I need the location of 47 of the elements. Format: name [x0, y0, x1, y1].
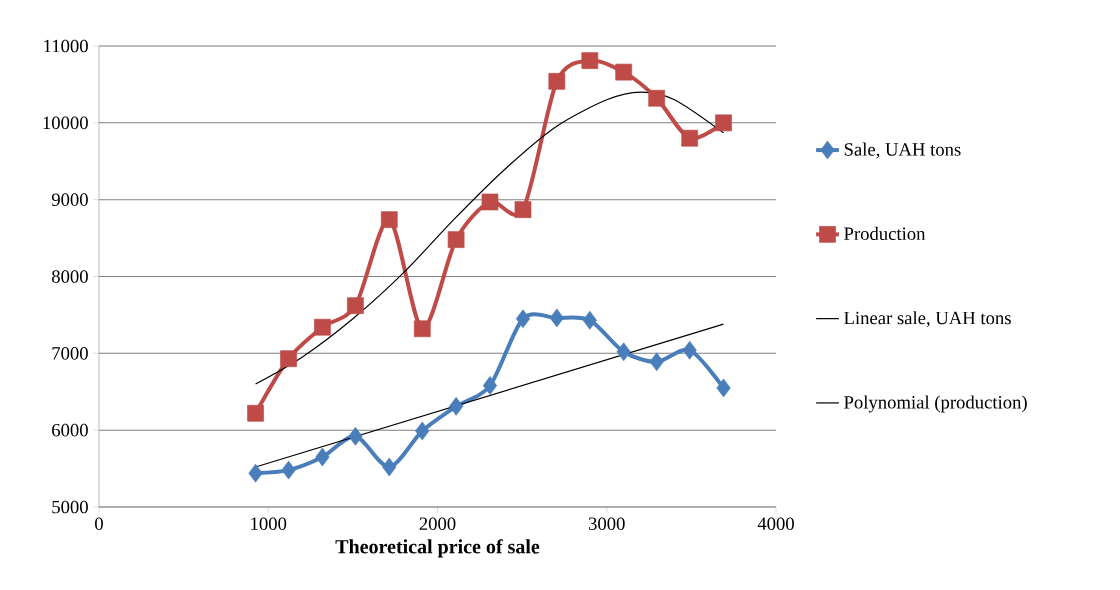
point [615, 63, 633, 81]
point [482, 376, 498, 395]
point [582, 310, 597, 330]
point [681, 129, 699, 147]
legend-label: Sale, UAH tons [844, 142, 961, 159]
point [247, 404, 264, 422]
y-tick-label: 5000 [52, 500, 88, 514]
y-tick-label: 9000 [51, 193, 88, 206]
x-tick-label: 4000 [757, 517, 794, 530]
point [315, 447, 330, 467]
y-tick-label: 11000 [44, 39, 88, 53]
point [548, 73, 566, 90]
x-axis-title: Theoretical price of sale [335, 539, 540, 558]
point [314, 318, 331, 336]
x-tick-label: 3000 [588, 517, 625, 530]
legend-label: Polynomial (production) [844, 395, 1027, 413]
legend-label: Linear sale, UAH tons [844, 311, 1011, 327]
x-tick-label: 1000 [251, 517, 287, 530]
point [281, 460, 296, 480]
point [415, 421, 430, 441]
y-tick-label: 6000 [52, 423, 88, 437]
point [248, 463, 263, 483]
point [514, 201, 532, 218]
y-tick-label: 10000 [43, 116, 88, 130]
legend-label: Production [844, 226, 926, 241]
point [449, 397, 464, 416]
point [380, 211, 398, 228]
point [348, 426, 363, 446]
y-tick-label: 8000 [51, 270, 88, 283]
point [481, 193, 499, 211]
point [715, 114, 732, 132]
point [716, 378, 731, 398]
point [616, 342, 631, 362]
point [347, 297, 364, 315]
point [581, 52, 599, 69]
point [447, 231, 465, 248]
y-tick-label: 7000 [52, 347, 88, 360]
x-tick-label: 2000 [419, 517, 456, 530]
point [413, 320, 431, 338]
point [280, 350, 297, 368]
point [649, 352, 664, 372]
point [682, 340, 697, 360]
point [549, 308, 564, 328]
point [515, 309, 531, 329]
x-tick-label: 0 [95, 517, 103, 530]
point [382, 457, 397, 477]
point [648, 89, 666, 107]
